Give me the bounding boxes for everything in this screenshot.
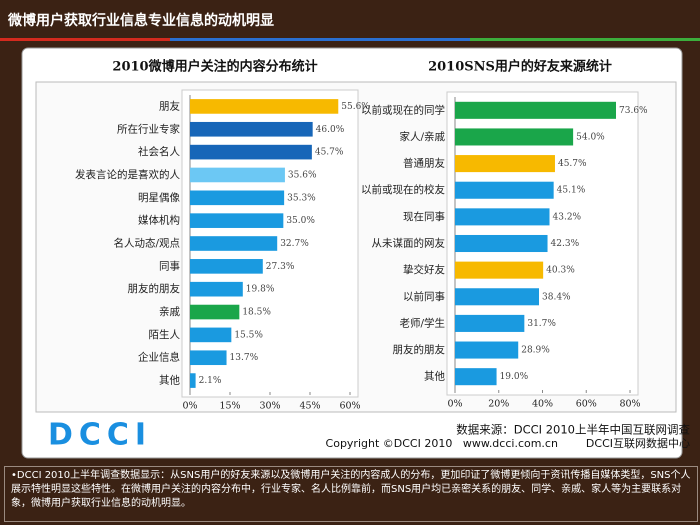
bar [455, 314, 525, 332]
slide-title: 微博用户获取行业信息专业信息的动机明显 [7, 12, 274, 29]
category-label: 其他 [424, 370, 445, 383]
bar [190, 350, 227, 366]
bar [190, 99, 339, 114]
x-tick-label: 20% [488, 399, 509, 410]
bar [455, 288, 539, 306]
value-label: 43.2% [553, 212, 582, 222]
x-tick-label: 0% [182, 401, 197, 412]
value-label: 19.8% [246, 285, 275, 295]
category-label: 挚交好友 [403, 263, 445, 276]
bar [190, 327, 232, 343]
x-tick-label: 15% [219, 401, 240, 412]
logo: DCCI [48, 418, 152, 453]
category-label: 家人/亲戚 [399, 130, 445, 143]
slide: 微博用户获取行业信息专业信息的动机明显 DCCI 数据来源：DCCI 2010上… [0, 0, 700, 459]
bar [190, 373, 196, 388]
x-tick-label: 60% [576, 399, 597, 410]
category-label: 名人动态/观点 [113, 237, 180, 250]
category-label: 社会名人 [138, 145, 180, 158]
category-label: 从未谋面的网友 [372, 237, 446, 250]
bar [190, 236, 278, 251]
value-label: 45.7% [315, 148, 344, 158]
category-label: 朋友 [159, 99, 180, 112]
category-label: 普通朋友 [403, 157, 445, 170]
value-label: 46.0% [316, 125, 345, 135]
value-label: 13.7% [230, 353, 259, 363]
value-label: 28.9% [521, 346, 550, 356]
bar [190, 121, 313, 137]
x-tick-label: 40% [532, 399, 553, 410]
x-tick-label: 30% [259, 401, 280, 412]
value-label: 42.3% [551, 239, 580, 249]
bar [455, 234, 548, 253]
x-tick-label: 80% [619, 399, 640, 410]
category-label: 朋友的朋友 [128, 282, 181, 295]
value-label: 45.7% [558, 159, 587, 169]
category-label: 同事 [159, 259, 180, 272]
bar [190, 167, 285, 183]
x-tick-label: 60% [339, 401, 360, 412]
category-label: 朋友的朋友 [393, 343, 446, 356]
bar [455, 128, 574, 146]
value-label: 32.7% [280, 239, 309, 249]
category-label: 所在行业专家 [117, 122, 180, 135]
chart-title: 2010微博用户关注的内容分布统计 [112, 59, 317, 75]
value-label: 18.5% [242, 308, 271, 318]
category-label: 企业信息 [138, 351, 180, 364]
category-label: 发表言论的是喜欢的人 [75, 168, 180, 181]
value-label: 35.3% [287, 193, 316, 203]
category-label: 以前或现在的同学 [361, 103, 445, 116]
title-bar [0, 0, 700, 36]
value-label: 31.7% [527, 319, 556, 329]
bar [455, 368, 497, 386]
copyright: Copyright ©DCCI 2010 www.dcci.com.cn DCC… [326, 436, 690, 450]
value-label: 35.0% [286, 216, 315, 226]
bar [190, 281, 243, 297]
bar [190, 259, 263, 274]
bar [190, 190, 285, 206]
value-label: 2.1% [199, 376, 222, 386]
value-label: 15.5% [234, 330, 263, 340]
bar [455, 261, 544, 279]
category-label: 以前或现在的校友 [361, 183, 445, 196]
footnote: •DCCI 2010上半年调查数据显示：从SNS用户的好友来源以及微博用户关注的… [4, 466, 698, 522]
category-label: 以前同事 [403, 290, 445, 303]
bar [455, 208, 550, 226]
value-label: 35.6% [288, 170, 317, 180]
value-label: 54.0% [576, 132, 605, 142]
x-tick-label: 0% [447, 399, 462, 410]
stripe-green [470, 38, 700, 41]
category-label: 明星偶像 [138, 191, 180, 204]
value-label: 55.6% [341, 102, 370, 112]
value-label: 19.0% [500, 372, 529, 382]
bar [190, 144, 312, 160]
bar [190, 213, 284, 228]
value-label: 73.6% [619, 106, 648, 116]
bar [455, 181, 554, 199]
category-label: 媒体机构 [138, 214, 180, 227]
value-label: 40.3% [546, 266, 575, 276]
bar [455, 101, 616, 119]
bar [455, 155, 555, 173]
category-label: 现在同事 [403, 210, 445, 223]
stripe-red [0, 38, 170, 41]
bar [455, 341, 519, 359]
chart-title: 2010SNS用户的好友来源统计 [428, 59, 612, 75]
bar [190, 304, 240, 320]
x-tick-label: 45% [299, 401, 320, 412]
value-label: 27.3% [266, 262, 295, 272]
category-label: 老师/学生 [399, 316, 445, 329]
stripe-blue [170, 38, 470, 41]
category-label: 亲戚 [159, 305, 180, 318]
value-label: 38.4% [542, 292, 571, 302]
category-label: 其他 [159, 374, 180, 387]
value-label: 45.1% [557, 186, 586, 196]
source: 数据来源：DCCI 2010上半年中国互联网调查 [456, 423, 690, 437]
category-label: 陌生人 [149, 328, 181, 341]
